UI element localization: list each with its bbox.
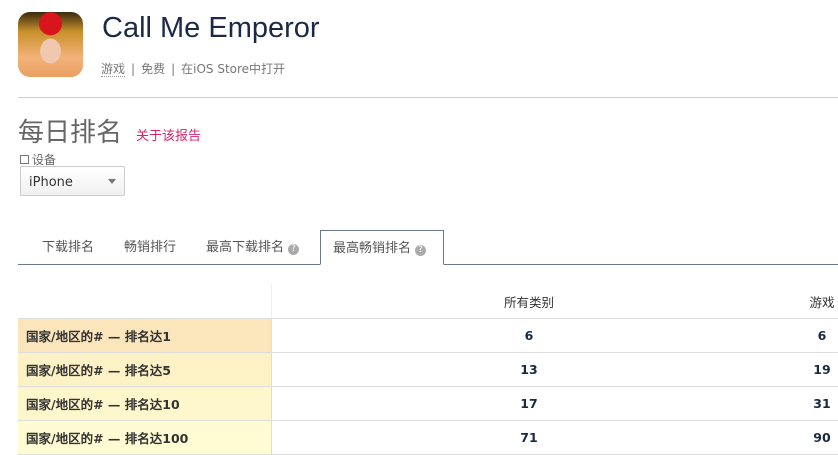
row-label: 国家/地区的# — 排名达5 bbox=[18, 352, 272, 387]
header-all-categories: 所有类别 bbox=[271, 284, 786, 319]
app-meta: 游戏 | 免费 | 在iOS Store中打开 bbox=[101, 62, 286, 77]
table-header: 所有类别 游戏 bbox=[18, 284, 838, 319]
rank-all-categories: 13 bbox=[271, 352, 786, 387]
section-title: 每日排名 bbox=[18, 118, 123, 148]
about-report-link[interactable]: 关于该报告 bbox=[136, 129, 202, 144]
tab-downloads[interactable]: 下载排名 bbox=[30, 230, 106, 264]
device-select[interactable]: iPhone bbox=[20, 166, 125, 196]
row-label: 国家/地区的# — 排名达1 bbox=[18, 318, 272, 353]
app-title: Call Me Emperor bbox=[102, 12, 320, 44]
table-row: 国家/地区的# — 排名达10 17 31 bbox=[18, 386, 838, 421]
app-icon bbox=[18, 12, 83, 77]
rank-games: 31 bbox=[786, 386, 838, 421]
help-icon[interactable]: ? bbox=[288, 244, 300, 255]
rank-games: 6 bbox=[786, 318, 838, 353]
dropdown-arrow-icon bbox=[108, 179, 116, 184]
table-row: 国家/地区的# — 排名达1 6 6 bbox=[18, 318, 838, 353]
divider bbox=[18, 97, 838, 98]
tab-label: 下载排名 bbox=[42, 240, 95, 255]
device-select-value: iPhone bbox=[29, 175, 73, 190]
row-label: 国家/地区的# — 排名达100 bbox=[18, 420, 272, 455]
tab-label: 最高畅销排名 bbox=[333, 241, 412, 256]
device-label-text: 设备 bbox=[32, 153, 57, 167]
store-link[interactable]: 在iOS Store中打开 bbox=[181, 62, 286, 76]
tab-top-grossing[interactable]: 最高畅销排名? bbox=[320, 230, 444, 265]
checkbox-icon bbox=[20, 155, 29, 164]
device-label: 设备 bbox=[20, 151, 56, 168]
category-link[interactable]: 游戏 bbox=[101, 62, 126, 77]
rank-table: 所有类别 游戏 国家/地区的# — 排名达1 6 6 国家/地区的# — 排名达5 13… bbox=[18, 284, 838, 455]
rank-games: 19 bbox=[786, 352, 838, 387]
tab-top-downloads[interactable]: 最高下载排名? bbox=[194, 230, 311, 264]
tab-label: 畅销排行 bbox=[124, 240, 177, 255]
header-empty bbox=[18, 284, 272, 319]
header-games: 游戏 bbox=[786, 284, 838, 319]
price-label: 免费 bbox=[141, 62, 166, 76]
table-row: 国家/地区的# — 排名达5 13 19 bbox=[18, 352, 838, 387]
tab-grossing[interactable]: 畅销排行 bbox=[112, 230, 188, 264]
row-label: 国家/地区的# — 排名达10 bbox=[18, 386, 272, 421]
help-icon[interactable]: ? bbox=[415, 245, 427, 256]
tab-label: 最高下载排名 bbox=[206, 240, 285, 255]
table-row: 国家/地区的# — 排名达100 71 90 bbox=[18, 420, 838, 455]
rank-all-categories: 71 bbox=[271, 420, 786, 455]
rank-all-categories: 6 bbox=[271, 318, 786, 353]
rank-all-categories: 17 bbox=[271, 386, 786, 421]
rank-games: 90 bbox=[786, 420, 838, 455]
